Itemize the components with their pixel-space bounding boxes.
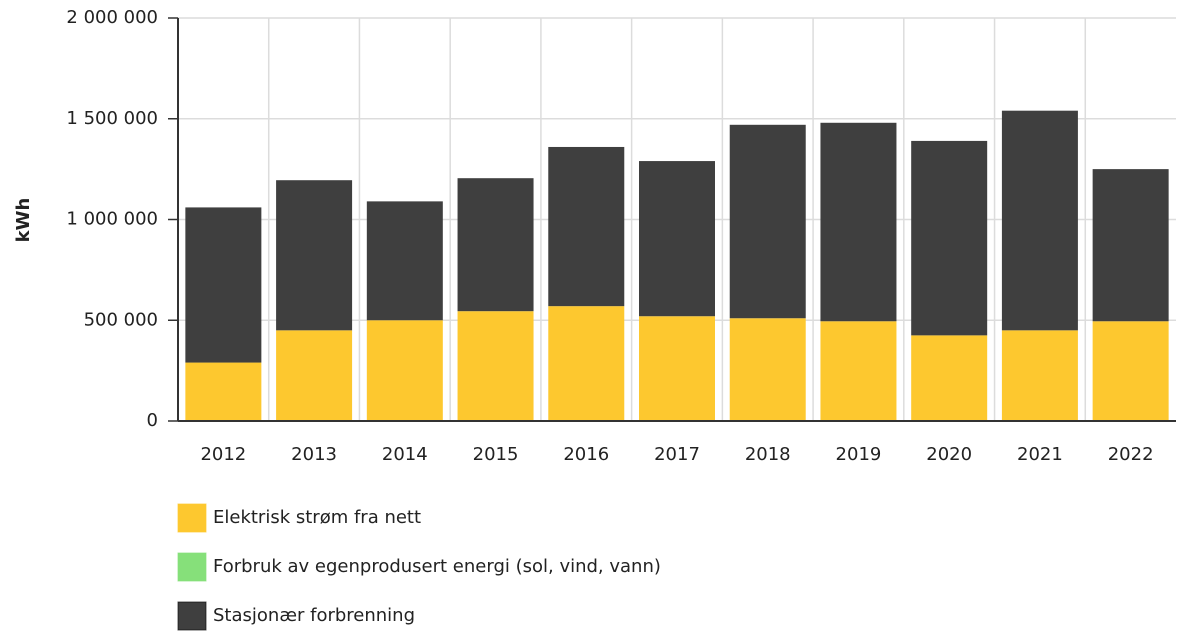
y-tick-label: 1 000 000: [66, 209, 158, 230]
legend-swatch: [177, 601, 207, 631]
bar-segment: [1001, 330, 1078, 421]
bar-segment: [1092, 321, 1169, 421]
bar-segment: [548, 306, 625, 421]
legend-swatch: [177, 503, 207, 533]
y-tick-label: 0: [147, 410, 158, 431]
bar-segment: [185, 207, 262, 363]
y-tick-label: 1 500 000: [66, 108, 158, 129]
bar-segment: [185, 362, 262, 421]
bar-segment: [639, 316, 715, 421]
y-axis-label: kWh: [13, 198, 34, 243]
x-tick-label: 2013: [291, 444, 337, 465]
legend-label: Stasjonær forbrenning: [213, 605, 415, 626]
bar-segment: [457, 178, 534, 312]
x-tick-label: 2012: [200, 444, 246, 465]
legend-swatch: [177, 552, 207, 582]
x-tick-label: 2017: [654, 444, 700, 465]
x-tick-label: 2021: [1017, 444, 1063, 465]
bar-segment: [548, 146, 625, 307]
bar-segment: [366, 320, 443, 421]
x-tick-label: 2019: [836, 444, 882, 465]
bar-segment: [1092, 169, 1169, 322]
bar-segment: [729, 318, 806, 421]
bar-segment: [457, 311, 534, 421]
x-tick-label: 2018: [745, 444, 791, 465]
x-tick-label: 2016: [563, 444, 609, 465]
x-tick-label: 2022: [1108, 444, 1154, 465]
legend-label: Forbruk av egenprodusert energi (sol, vi…: [213, 556, 661, 577]
bar-segment: [1001, 110, 1078, 331]
x-tick-label: 2020: [926, 444, 972, 465]
bar-segment: [911, 140, 988, 336]
bar-segment: [366, 201, 443, 321]
bar-segment: [276, 180, 353, 331]
bar-segment: [729, 124, 806, 319]
x-tick-label: 2015: [473, 444, 519, 465]
y-tick-label: 2 000 000: [66, 7, 158, 28]
x-tick-label: 2014: [382, 444, 428, 465]
bar-segment: [276, 330, 353, 421]
bar-segment: [639, 161, 715, 317]
legend-label: Elektrisk strøm fra nett: [213, 507, 421, 528]
y-tick-label: 500 000: [84, 309, 158, 330]
bar-segment: [820, 122, 897, 322]
bar-segment: [820, 321, 897, 421]
bar-segment: [911, 335, 988, 421]
